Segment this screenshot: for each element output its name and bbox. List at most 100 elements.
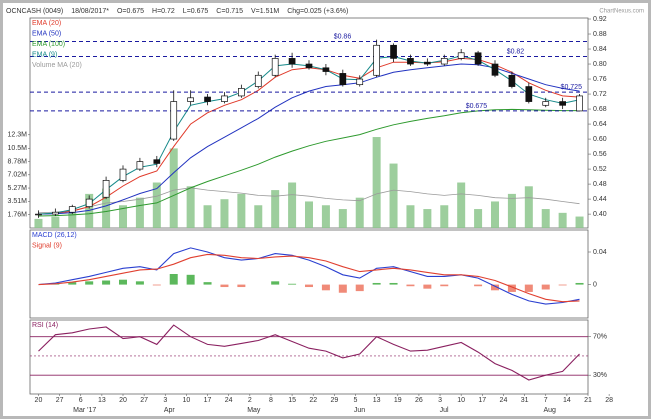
indicator-line [38,253,580,303]
rsi-panel [29,319,589,395]
candle-body [424,61,431,65]
histogram-bar [321,284,330,291]
y-tick-label: 0.84 [593,46,607,53]
histogram-bar [203,282,212,285]
volume-bar [102,188,111,228]
y-tick-label: 0.80 [593,61,607,68]
month-label: Mar '17 [73,407,96,414]
candle-body [474,52,482,65]
volume-bar [389,163,398,228]
candle-body [187,97,194,102]
y-tick-label: 0.68 [593,106,607,113]
x-tick-label: 2 [248,397,252,404]
candle-body [407,58,414,65]
chart-title: OCNCASH (0049) [6,8,63,15]
histogram-bar [524,284,533,292]
volume-bar [119,205,127,228]
x-tick-label: 20 [35,397,43,404]
volume-bar [85,193,94,228]
y-tick-label: 0.60 [593,136,607,143]
volume-tick-label: 12.3M [8,132,28,139]
volume-bar [558,212,567,228]
histogram-bar [355,284,364,292]
x-tick-label: 8 [269,397,273,404]
x-tick-label: 24 [500,397,508,404]
histogram-bar [152,284,161,286]
x-tick-label: 24 [225,397,233,404]
volume-bar [575,216,584,228]
volume-tick-label: 7.02M [8,172,28,179]
ema-line [38,108,580,217]
header: OCNCASH (0049) 18/08/2017* O=0.675 H=0.72 L=… [6,8,348,15]
candle-body [576,95,583,112]
candle-body [170,101,178,140]
x-tick-label: 20 [119,397,127,404]
candle-body [153,159,161,164]
x-tick-label: 28 [605,397,613,404]
candle-body [85,198,93,207]
volume-bar [288,182,297,228]
histogram-bar [541,284,550,290]
y-tick-label: 70% [593,334,607,341]
legend-entry: MACD (26,12) [32,232,77,239]
volume-bar [186,186,195,228]
candle-body [508,74,516,87]
histogram-bar [474,284,483,287]
y-tick-label: 0.40 [593,211,607,218]
legend-entry: RSI (14) [32,322,58,329]
volume-bar [372,137,381,228]
volume-bar [220,199,229,228]
volume-bar [135,197,144,228]
histogram-bar [575,282,584,285]
candle-body [559,101,566,106]
histogram-bar [558,284,567,286]
volume-bar [355,197,364,228]
candle-body [119,168,127,181]
candle-body [390,44,397,59]
quote-date: 18/08/2017* [71,8,109,15]
candle-body [542,101,550,106]
candle-body [136,161,144,170]
x-tick-label: 6 [79,397,83,404]
volume-bar [507,193,516,228]
volume-bar [305,201,313,228]
histogram-bar [271,281,280,285]
month-label: May [247,407,261,414]
x-tick-label: 26 [415,397,423,404]
candle-body [52,211,59,215]
month-label: Jun [354,407,365,414]
month-label: Apr [164,407,176,414]
histogram-bar [491,284,499,291]
x-tick-label: 22 [309,397,317,404]
x-tick-label: 3 [163,397,167,404]
y-tick-label: 30% [593,372,607,379]
histogram-bar [102,280,111,285]
macd-panel [29,229,589,319]
volume-bar [203,205,212,228]
x-tick-label: 17 [478,397,486,404]
histogram-bar [372,282,381,285]
histogram-bar [288,283,297,285]
source: ChartNexus.com [599,9,644,15]
volume-bar [474,209,483,228]
volume-bar [321,205,330,228]
candle-body [322,67,330,72]
y-tick-label: 0.92 [593,16,607,23]
histogram-bar [186,274,195,285]
level-label: $0.86 [334,33,352,40]
x-tick-label: 13 [98,397,106,404]
x-tick-label: 31 [521,397,529,404]
candle-body [288,58,296,65]
x-tick-label: 10 [457,397,465,404]
volume-bar [68,212,77,228]
histogram-bar [119,279,127,285]
candle-body [305,63,313,69]
x-tick-label: 13 [373,397,381,404]
quote-high: H=0.72 [152,8,175,15]
legend-entry: Volume MA (20) [32,62,82,69]
histogram-bar [338,284,347,293]
volume-bar [440,205,449,228]
candle-body [356,78,364,86]
x-tick-label: 7 [544,397,548,404]
candle-body [440,58,448,65]
